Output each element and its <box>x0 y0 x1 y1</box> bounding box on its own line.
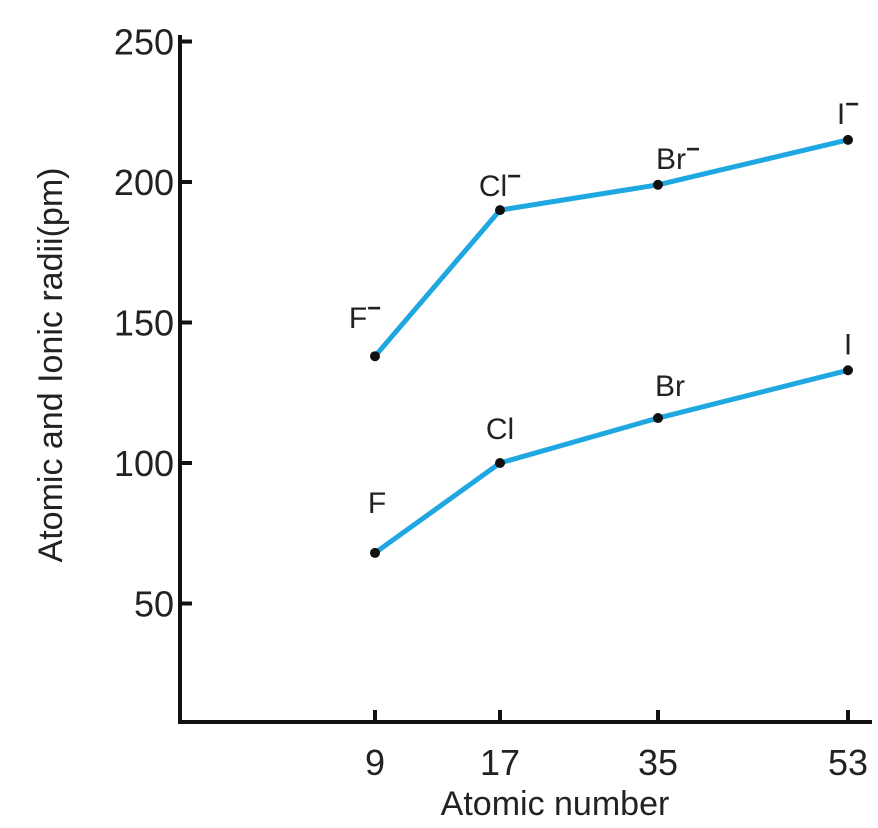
ionic-data-point <box>370 351 380 362</box>
y-tick-label: 200 <box>114 162 174 203</box>
x-axis-title: Atomic number <box>441 785 670 823</box>
atomic-radius-line <box>373 367 849 555</box>
ionic-point-label: Cl− <box>479 163 521 203</box>
ionic-data-point <box>495 205 505 216</box>
y-tick-label: 250 <box>114 22 174 63</box>
atomic-point-label: F <box>368 487 386 520</box>
atomic-data-point <box>370 547 380 558</box>
atomic-data-point <box>653 413 663 424</box>
ionic-radius-line <box>373 137 849 358</box>
ionic-point-label: I− <box>837 91 859 131</box>
atomic-point-label: Cl <box>486 413 514 446</box>
y-tick-label: 50 <box>134 584 174 625</box>
y-tick-label: 100 <box>114 443 174 484</box>
atomic-point-label: Br <box>655 370 685 403</box>
x-tick-label: 53 <box>828 742 868 783</box>
x-tick-label: 17 <box>480 742 520 783</box>
atomic-data-point <box>495 458 505 468</box>
ionic-data-point <box>843 134 853 145</box>
atomic-point-label: I <box>844 328 852 361</box>
ionic-point-label: Br− <box>656 136 700 176</box>
atomic-data-point <box>843 365 853 376</box>
x-tick-label: 9 <box>365 742 385 783</box>
y-axis-title: Atomic and Ionic radii(pm) <box>32 168 70 563</box>
x-tick-label: 35 <box>638 742 678 783</box>
ionic-data-point <box>653 179 663 190</box>
y-tick-label: 150 <box>114 303 174 344</box>
ionic-point-label: F− <box>349 295 381 335</box>
